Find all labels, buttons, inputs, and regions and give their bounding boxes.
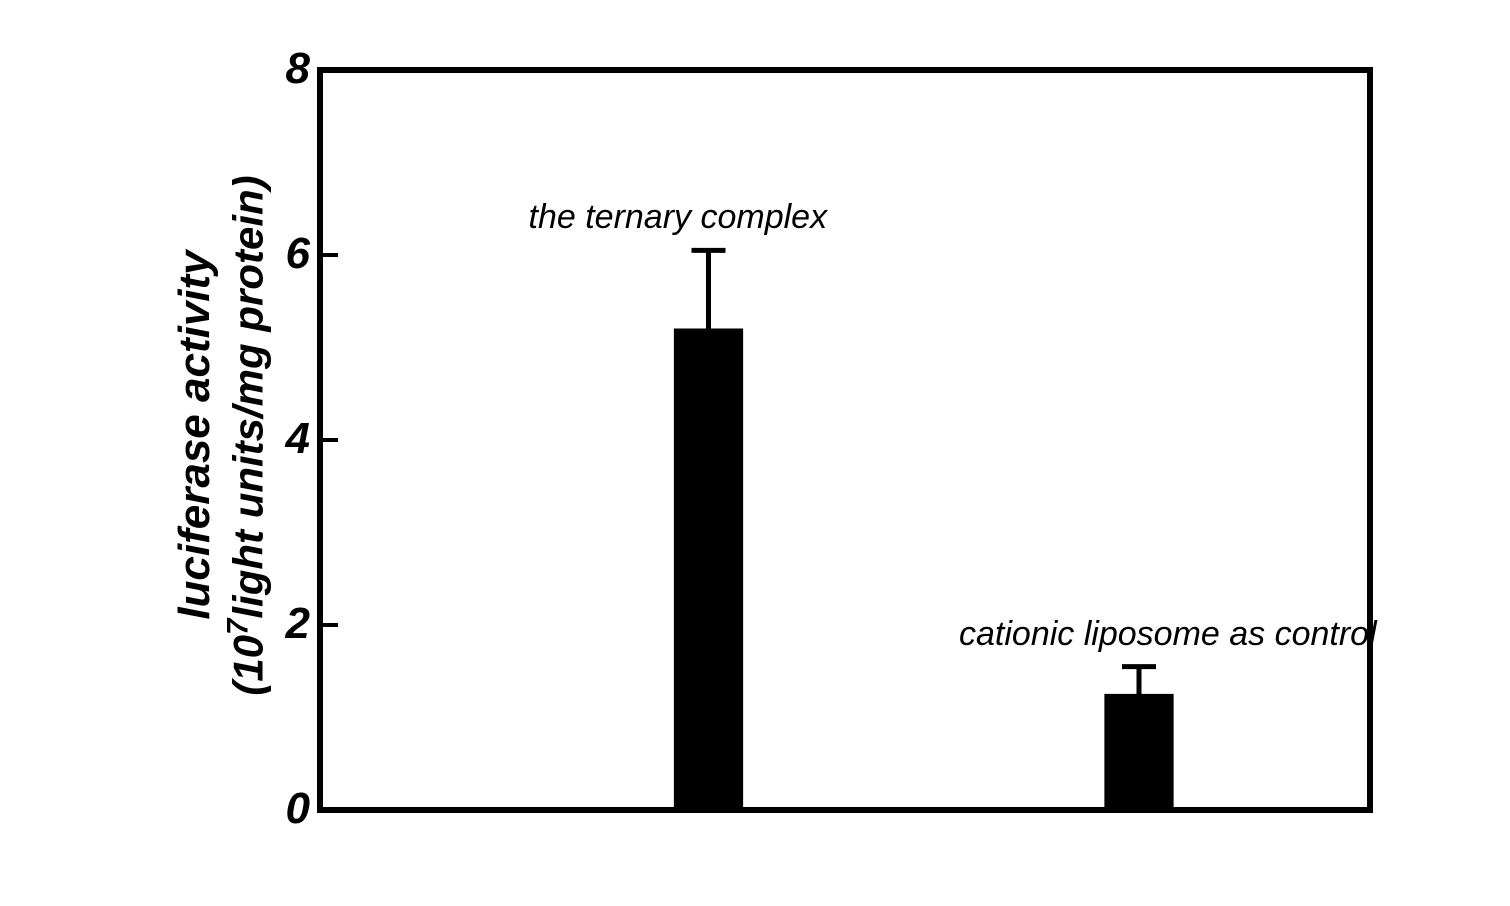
y-axis-label-line1: luciferase activity [170, 155, 220, 715]
y-axis-label-group: luciferase activity (107light units/mg p… [120, 50, 200, 870]
y-tick-label: 4 [265, 414, 310, 464]
ylabel2-exponent: 7 [222, 619, 255, 635]
y-tick-label: 8 [265, 44, 310, 94]
y-tick-label: 0 [265, 784, 310, 834]
bar-label: cationic liposome as control [959, 615, 1377, 654]
bar-label: the ternary complex [529, 198, 828, 237]
y-tick-label: 2 [265, 599, 310, 649]
bar-chart: luciferase activity (107light units/mg p… [120, 50, 1390, 870]
y-tick-label: 6 [265, 229, 310, 279]
chart-svg [120, 50, 1390, 870]
